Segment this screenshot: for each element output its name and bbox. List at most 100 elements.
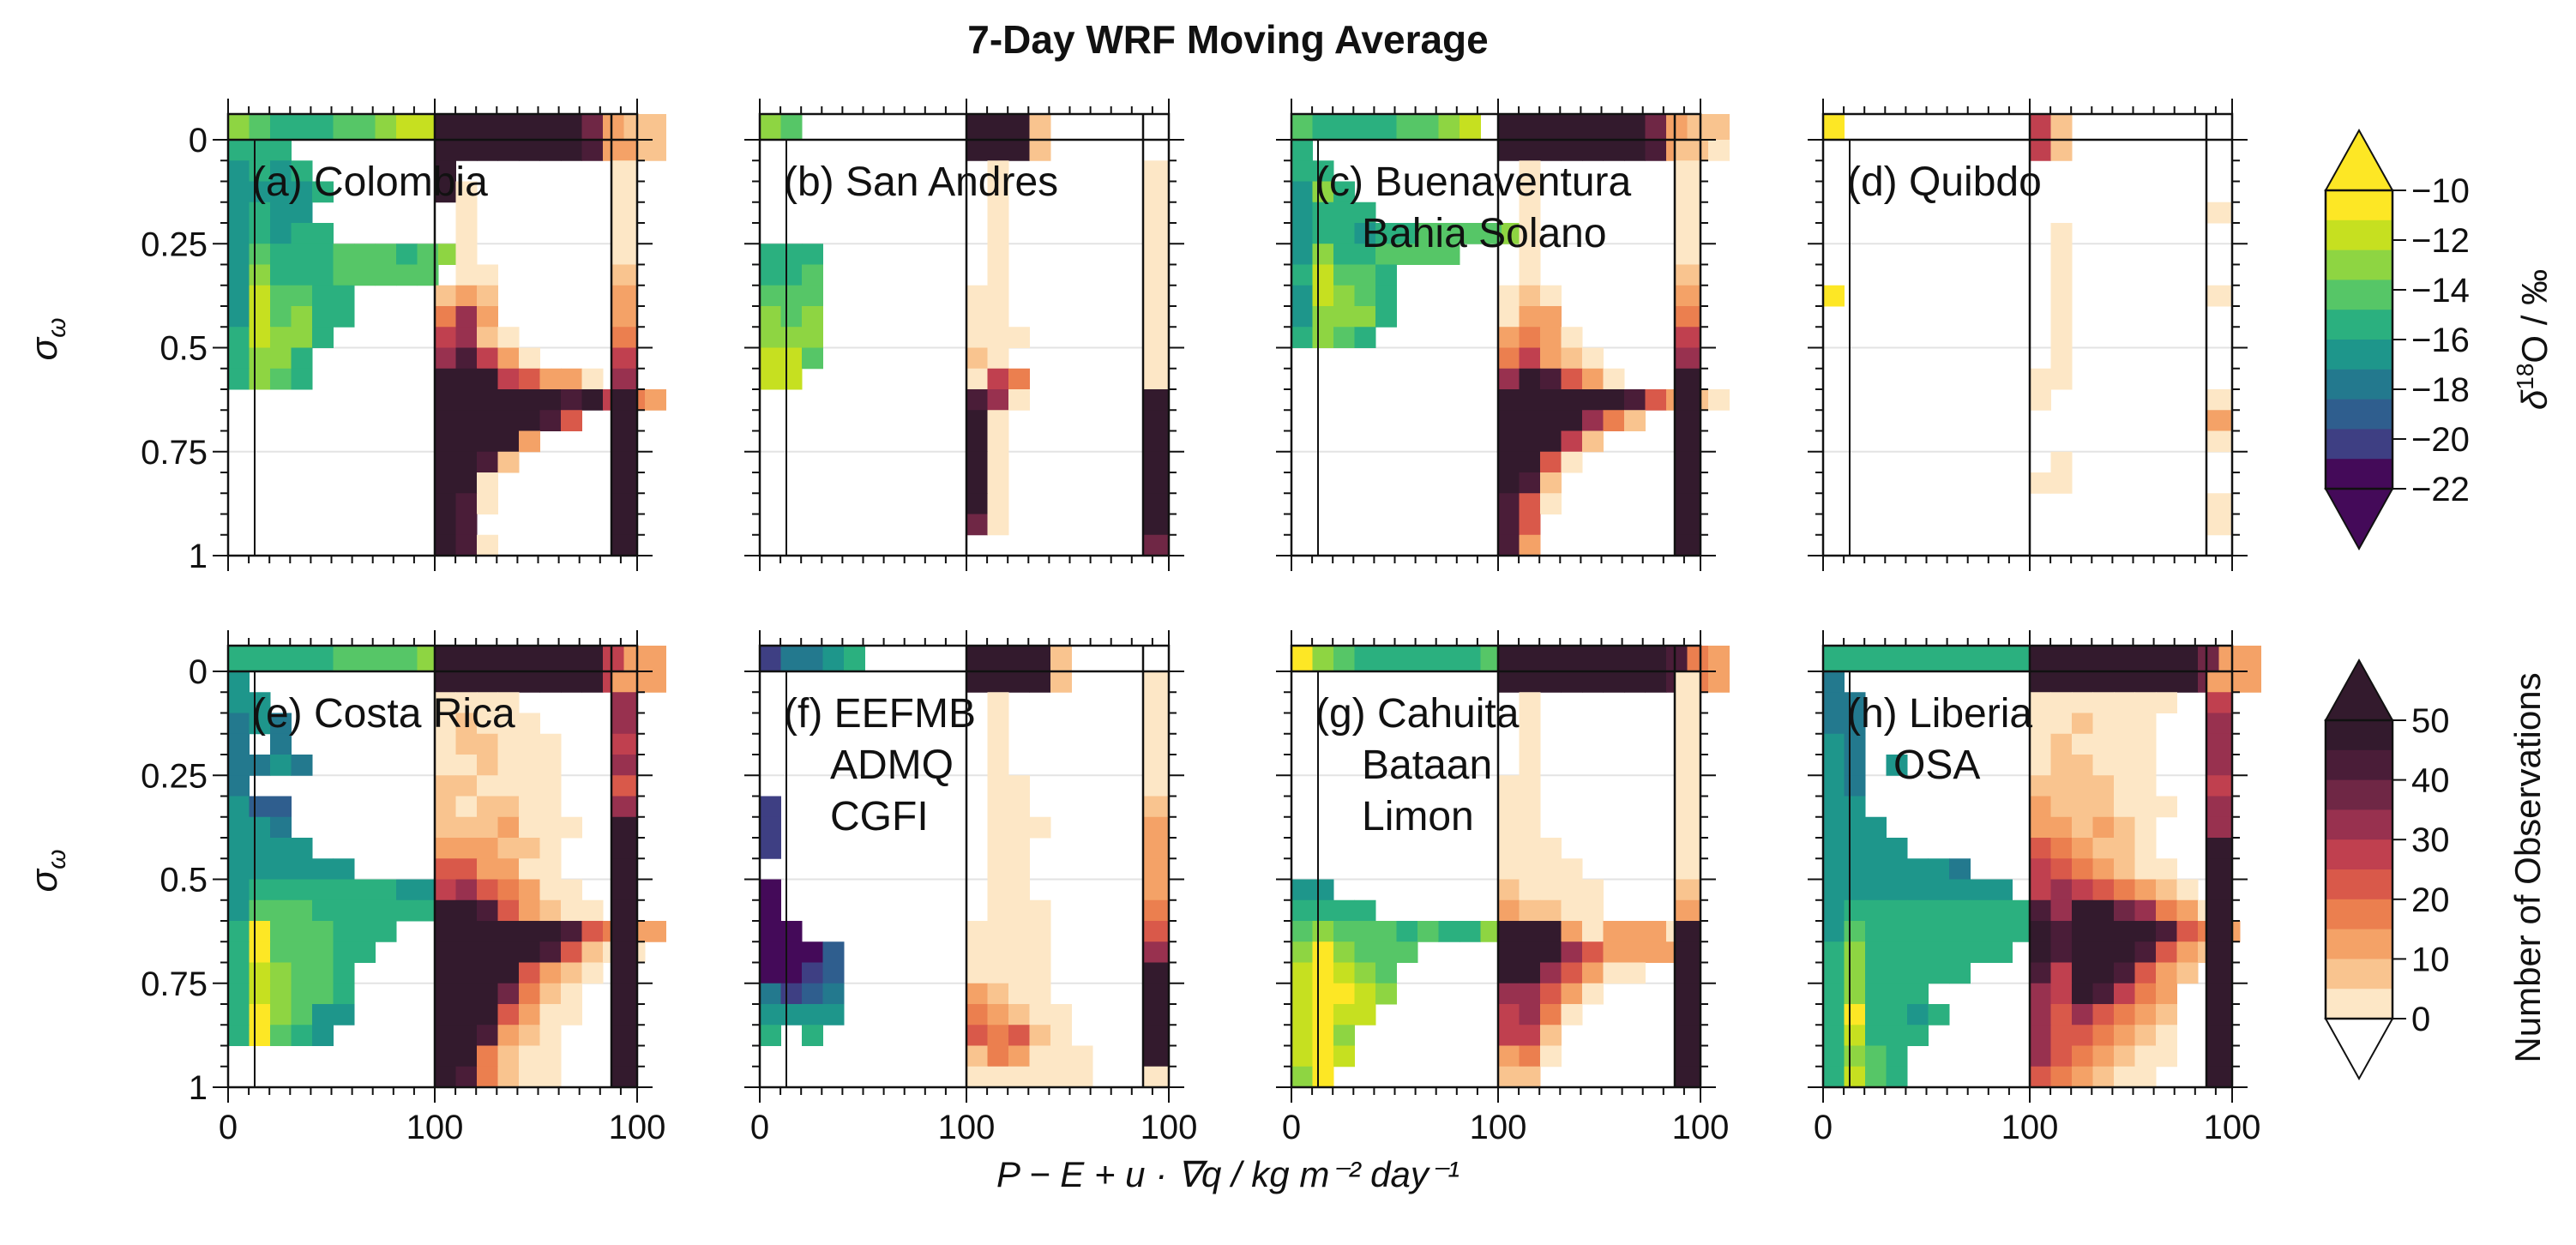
d18o-cell: [249, 306, 271, 328]
marginal-top-d18o-cell: [1970, 646, 1992, 671]
d18o-cell: [270, 1004, 292, 1025]
count-cell: [987, 1025, 1009, 1046]
d18o-cell: [249, 181, 271, 203]
marginal-right-cell: [1143, 327, 1169, 348]
d18o-cell: [291, 181, 313, 203]
d18o-cell: [1291, 181, 1313, 203]
marginal-top-d18o-cell: [312, 114, 334, 140]
count-cell: [1519, 327, 1541, 348]
colorbar-tick-label: −18: [2411, 371, 2470, 409]
d18o-cell: [1417, 921, 1439, 942]
d18o-cell: [333, 983, 355, 1005]
d18o-cell: [1291, 1066, 1313, 1088]
d18o-cell: [1312, 244, 1334, 265]
marginal-right-cell: [1143, 858, 1169, 880]
d18o-cell: [249, 838, 271, 859]
d18o-cell: [1312, 201, 1334, 224]
d18o-cell: [270, 838, 292, 859]
marginal-top-count-cell: [435, 646, 456, 671]
count-cell: [966, 347, 988, 370]
count-cell: [1008, 879, 1030, 901]
marginal-right-cell: [611, 755, 637, 776]
count-cell: [2072, 671, 2093, 693]
count-cell: [1624, 389, 1646, 411]
count-cell: [497, 389, 520, 411]
d18o-cell: [291, 838, 313, 859]
d18o-cell: [1928, 879, 1950, 901]
marginal-top-d18o-cell: [1396, 114, 1418, 140]
panel-label: (h) Liberia OSA: [1847, 691, 2032, 788]
marginal-top-d18o-cell: [354, 114, 376, 140]
d18o-cell: [760, 962, 781, 984]
count-cell: [2156, 1045, 2177, 1068]
d18o-cell: [270, 223, 292, 244]
count-cell: [987, 244, 1009, 265]
count-cell: [2072, 941, 2093, 963]
count-cell: [1498, 796, 1520, 818]
count-cell: [1029, 1066, 1051, 1088]
count-cell: [455, 692, 478, 713]
count-cell: [477, 430, 498, 453]
count-cell: [539, 899, 562, 922]
d18o-cell: [228, 285, 250, 307]
count-cell: [1603, 941, 1625, 963]
d18o-cell: [780, 962, 803, 984]
count-cell: [2092, 692, 2115, 713]
marginal-right-cell: [611, 389, 637, 411]
count-cell: [519, 983, 540, 1005]
d18o-cell: [1333, 1025, 1355, 1046]
count-cell: [1561, 879, 1583, 901]
marginal-top-d18o-cell: [1823, 114, 1845, 140]
d18o-cell: [1333, 223, 1355, 244]
marginal-top-count-cell: [477, 114, 498, 140]
d18o-cell: [1823, 858, 1845, 880]
count-cell: [519, 899, 540, 922]
count-cell: [987, 140, 1009, 161]
marginal-top-count-cell: [497, 114, 520, 140]
d18o-cell: [291, 983, 313, 1005]
count-cell: [2030, 1045, 2051, 1068]
d18o-cell: [1886, 1066, 1908, 1088]
count-cell: [1708, 140, 1730, 161]
d18o-cell: [1907, 941, 1929, 963]
marginal-top-count-cell: [1603, 646, 1625, 671]
marginal-right-cell: [1143, 733, 1169, 755]
count-cell: [1519, 306, 1541, 328]
count-cell: [2156, 899, 2177, 922]
count-cell: [2114, 733, 2135, 755]
marginal-right-cell: [611, 410, 637, 431]
d18o-cell: [1396, 941, 1418, 963]
count-cell: [1050, 1066, 1072, 1088]
count-cell: [497, 775, 520, 797]
panel-label-line: (c) Buenaventura: [1315, 159, 1632, 205]
marginal-top-d18o-cell: [333, 114, 355, 140]
count-cell: [1561, 941, 1583, 963]
d18o-cell: [1291, 327, 1313, 348]
count-cell: [1519, 838, 1541, 859]
count-cell: [1498, 347, 1520, 370]
count-cell: [1519, 451, 1541, 473]
xtick-label: 100: [406, 1109, 464, 1146]
count-cell: [455, 962, 478, 984]
d18o-cell: [1865, 838, 1887, 859]
count-cell: [455, 1045, 478, 1068]
count-cell: [519, 347, 540, 370]
subplot-frame: [226, 112, 639, 557]
marginal-right-cell: [611, 472, 637, 494]
d18o-cell: [333, 1004, 355, 1025]
marginal-top-count-cell: [2218, 646, 2241, 671]
d18o-cell: [270, 941, 292, 963]
d18o-cell: [1907, 899, 1929, 922]
colorbar-tick-label: 10: [2411, 941, 2450, 978]
count-cell: [1498, 1045, 1520, 1068]
d18o-cell: [802, 962, 823, 984]
count-cell: [2030, 713, 2051, 735]
marginal-right-cell: [611, 244, 637, 265]
marginal-top-d18o-cell: [1333, 114, 1355, 140]
d18o-cell: [354, 244, 376, 265]
panel-label: (f) EEFMB ADMQ CGFI: [784, 691, 976, 839]
count-cell: [1540, 858, 1562, 880]
d18o-cell: [396, 899, 418, 922]
count-cell: [539, 879, 562, 901]
marginal-right-cell: [611, 899, 637, 922]
